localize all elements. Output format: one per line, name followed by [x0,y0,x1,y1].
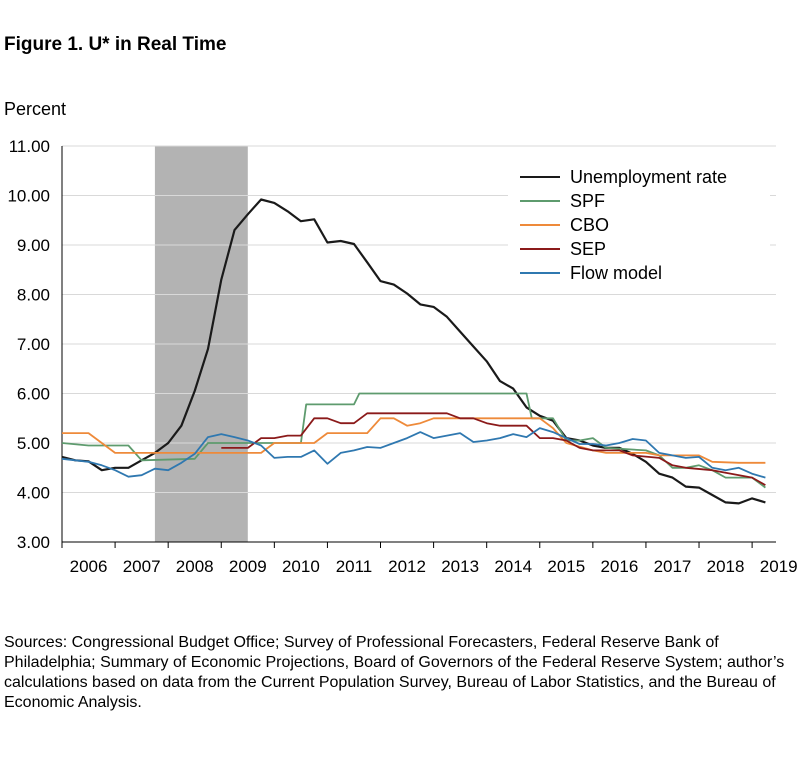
legend-label-flow-model: Flow model [570,263,662,283]
y-tick-label: 7.00 [17,335,50,354]
x-tick-label: 2006 [70,557,108,576]
sources-note: Sources: Congressional Budget Office; Su… [4,634,785,711]
legend-label-cbo: CBO [570,215,609,235]
legend-label-sep: SEP [570,239,606,259]
x-tick-label: 2013 [441,557,479,576]
y-tick-label: 4.00 [17,484,50,503]
line-chart: Percent 3.00 4.00 5.00 6.00 7.00 8.00 9.00 10.0… [4,99,798,576]
x-tick-label: 2009 [229,557,267,576]
figure-title: Figure 1. U* in Real Time [4,34,227,55]
y-tick-label: 3.00 [17,533,50,552]
series-line-flow-model [61,427,766,479]
x-tick-label: 2015 [547,557,585,576]
legend: Unemployment rate SPF CBO SEP Flow model [508,164,770,284]
series-line-spf [61,392,766,489]
y-tick-label: 8.00 [17,286,50,305]
x-tick-label: 2014 [494,557,532,576]
x-tick-label: 2010 [282,557,320,576]
legend-label-spf: SPF [570,191,605,211]
series-line-unemployment-rate [61,198,766,505]
y-tick-label: 10.00 [7,187,50,206]
x-tick-label: 2017 [654,557,692,576]
x-tick-label: 2018 [707,557,745,576]
series-line-sep [221,412,766,486]
y-tick-label: 9.00 [17,236,50,255]
x-tick-label: 2016 [600,557,638,576]
x-tick-label: 2007 [123,557,161,576]
legend-label-unemployment-rate: Unemployment rate [570,167,727,187]
gridlines [62,145,776,493]
x-tick-label: 2019 [760,557,798,576]
x-tick-label: 2011 [336,557,373,576]
series-line-cbo [62,417,766,464]
x-tick-label: 2008 [176,557,214,576]
y-tick-label: 6.00 [17,385,50,404]
y-tick-label: 5.00 [17,434,50,453]
axes: 3.00 4.00 5.00 6.00 7.00 8.00 9.00 10.00 11.00 20… [7,137,797,576]
y-tick-label: 11.00 [9,137,50,156]
y-axis-label: Percent [4,99,66,119]
series-lines [61,198,766,505]
x-tick-label: 2012 [388,557,426,576]
